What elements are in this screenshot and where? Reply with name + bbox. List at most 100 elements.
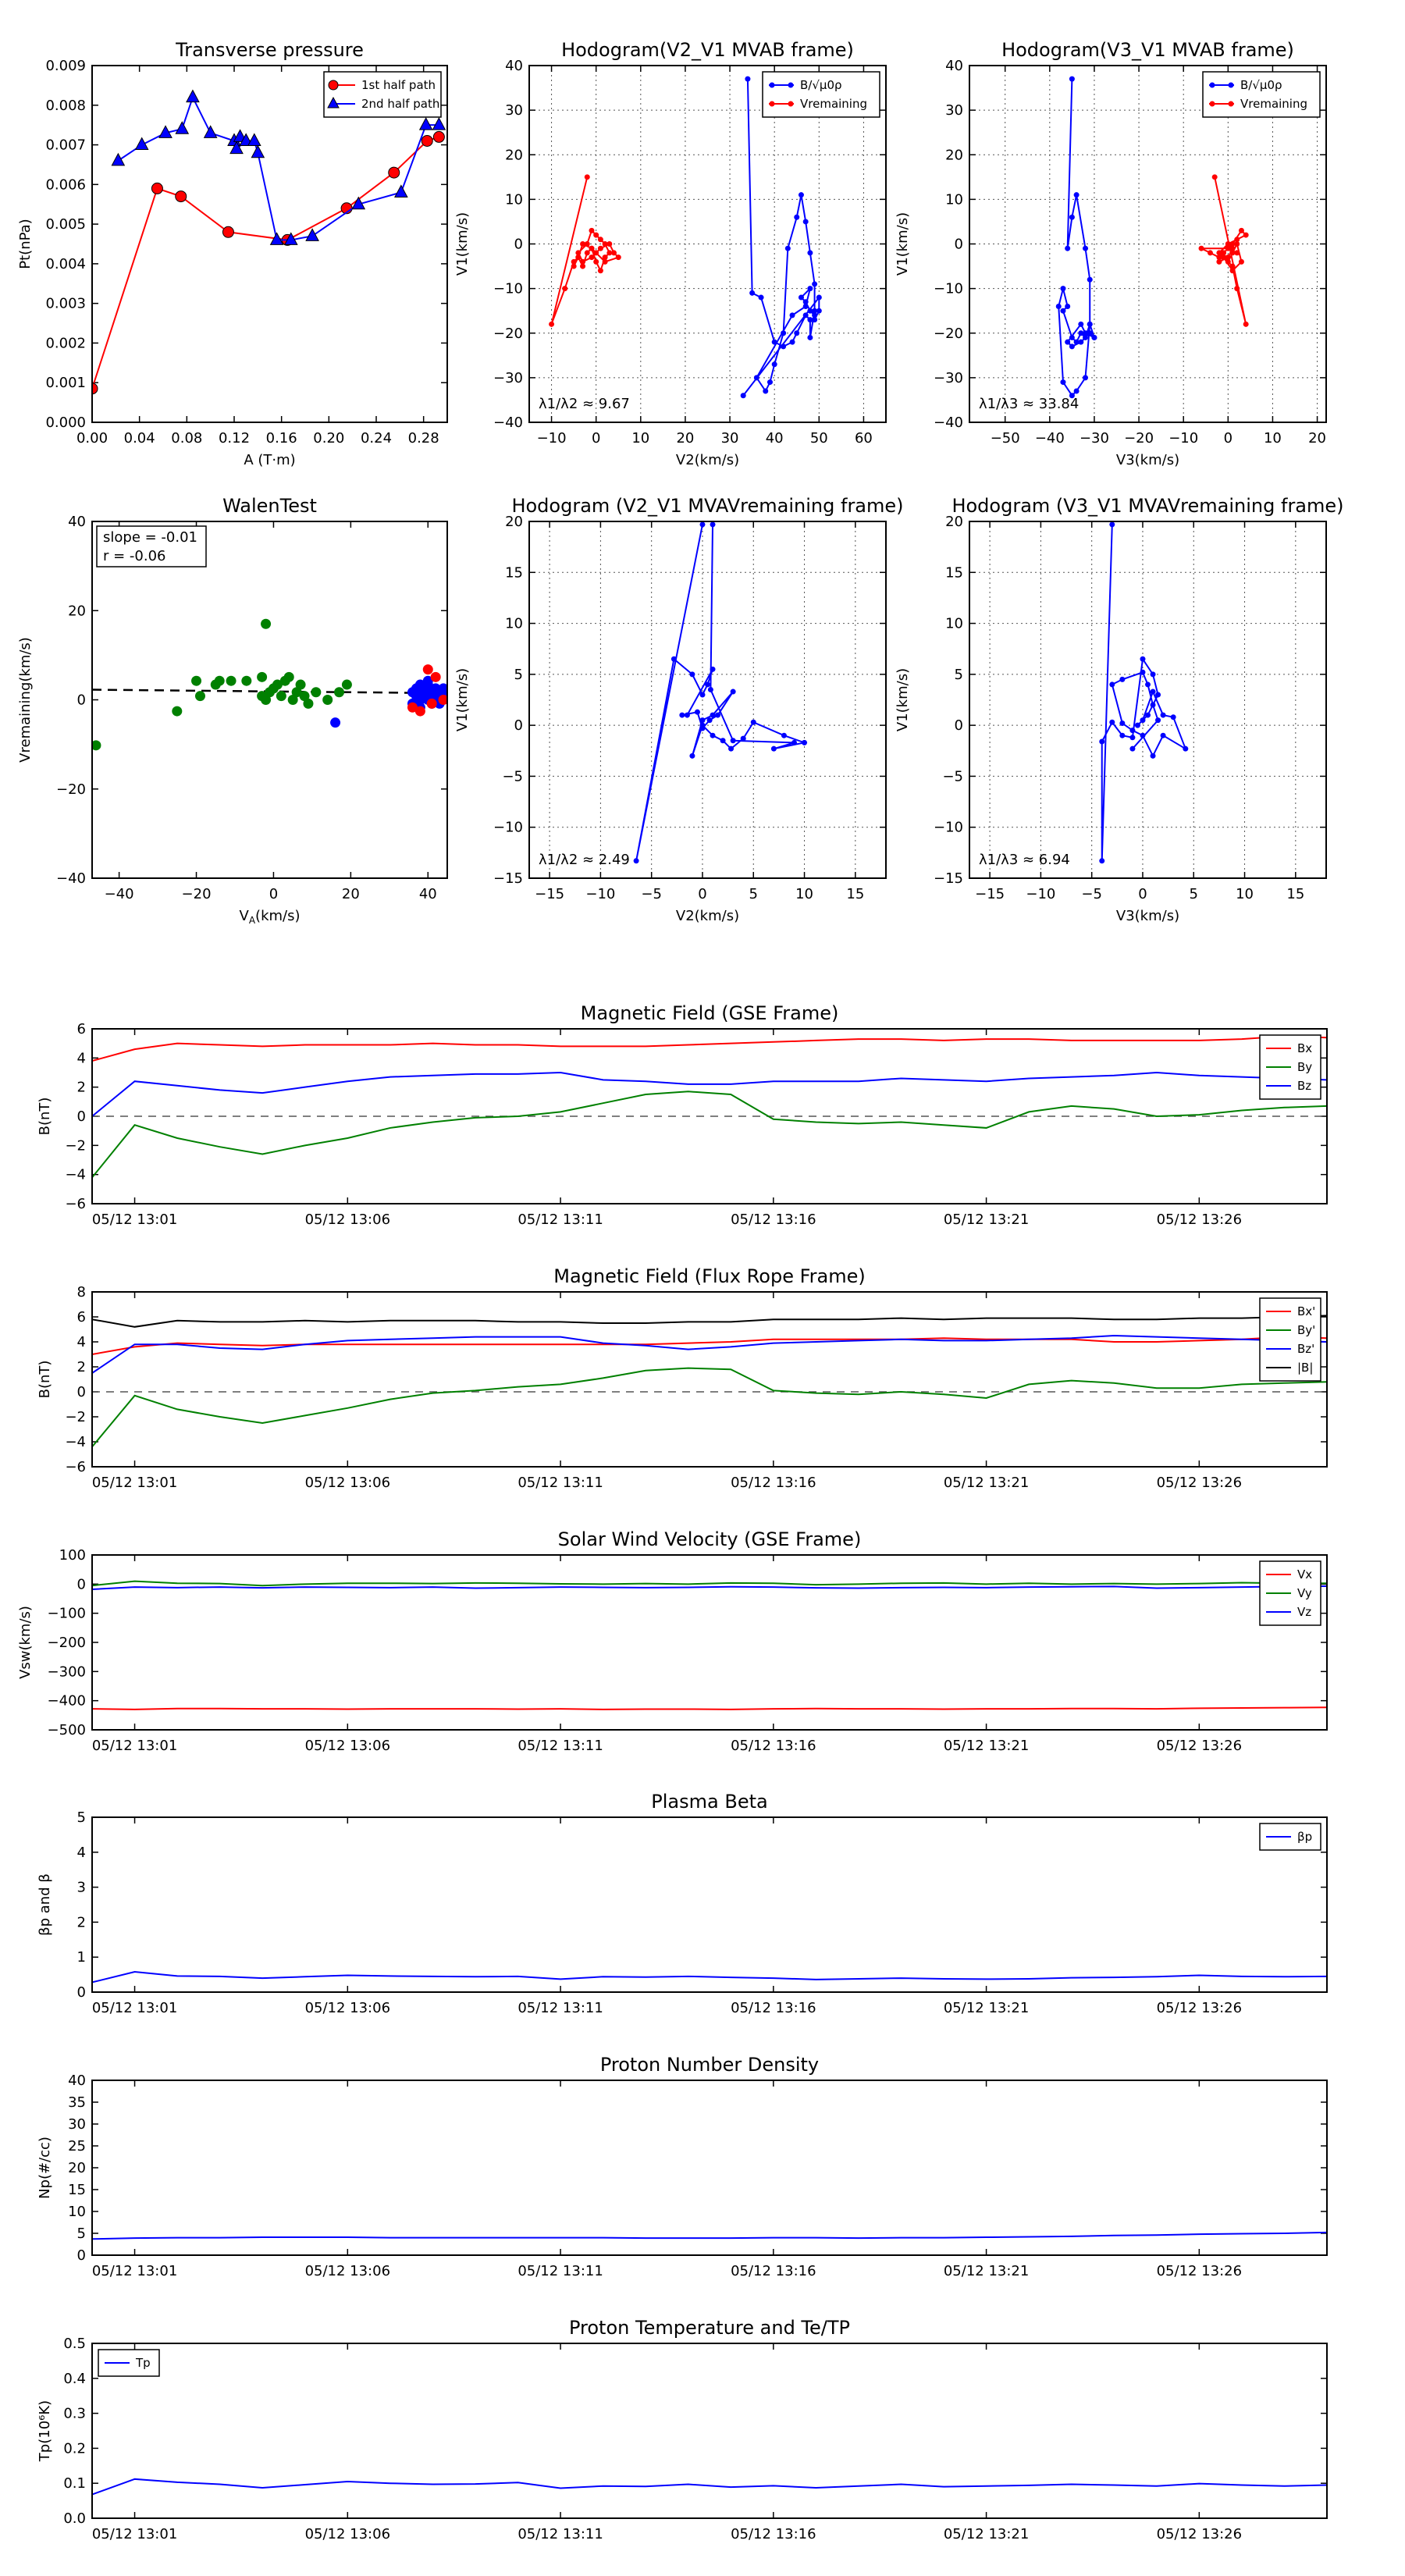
- x-tick-label: 05/12 13:11: [518, 1475, 603, 1491]
- plot-area: [633, 521, 808, 864]
- ratio-annotation: λ1/λ2 ≈ 9.67: [539, 396, 630, 412]
- x-tick-label: 05/12 13:01: [92, 2263, 177, 2279]
- y-tick-label: 4: [77, 1334, 86, 1350]
- y-axis-label: V1(km/s): [454, 668, 471, 731]
- y-tick-label: 0.001: [45, 375, 86, 391]
- x-tick-label: 10: [795, 886, 813, 902]
- y-tick-label: −40: [493, 415, 523, 431]
- data-point: [272, 679, 283, 690]
- data-point: [1145, 681, 1151, 688]
- y-tick-label: 25: [68, 2138, 86, 2154]
- chart-beta: Plasma Beta 05/12 13:01 05/12 13:06 05/12 1…: [37, 1791, 1328, 2016]
- y-tick-label: −400: [48, 1693, 86, 1710]
- x-tick-label: 0: [269, 886, 278, 902]
- x-tick-label: 05/12 13:11: [518, 1738, 603, 1754]
- y-tick-label: 40: [68, 2073, 86, 2089]
- data-point: [1160, 712, 1166, 718]
- y-tick-label: 0.0: [63, 2510, 86, 2527]
- chart-np: Proton Number Density 05/12 13:01 05/12 13…: [37, 2054, 1328, 2279]
- grid: [92, 1291, 1327, 1468]
- series-By': [92, 1367, 1327, 1448]
- data-point: [1225, 245, 1231, 251]
- axes-frame: [91, 1816, 1328, 1993]
- data-point: [1083, 334, 1089, 340]
- data-point: [1183, 745, 1189, 752]
- data-point: [589, 245, 595, 251]
- y-tick-label: 20: [945, 514, 963, 530]
- data-point: [430, 671, 441, 682]
- data-point: [1083, 330, 1089, 336]
- data-point: [1229, 241, 1236, 247]
- data-point: [1140, 732, 1146, 738]
- data-point: [241, 675, 252, 686]
- data-point: [158, 125, 173, 138]
- data-point: [1225, 254, 1231, 261]
- x-tick-label: 05/12 13:26: [1157, 2000, 1242, 2016]
- data-point: [303, 698, 314, 709]
- x-tick-label: 05/12 13:26: [1157, 2526, 1242, 2542]
- data-point: [305, 228, 319, 241]
- data-point: [597, 245, 603, 251]
- data-point: [422, 664, 433, 675]
- x-tick-label: −15: [975, 886, 1005, 902]
- plot-area: [92, 89, 446, 395]
- x-tick-label: 20: [1308, 430, 1326, 447]
- data-point: [1129, 745, 1136, 752]
- y-tick-label: 0: [77, 692, 86, 709]
- y-axis-label: B(nT): [37, 1098, 53, 1136]
- y-axis-label: V1(km/s): [895, 212, 911, 276]
- data-point: [1229, 263, 1236, 269]
- x-tick-label: 05/12 13:01: [92, 2000, 177, 2016]
- plot-area: [92, 1971, 1327, 1984]
- data-point: [1150, 688, 1156, 695]
- data-point: [1229, 268, 1236, 274]
- y-axis-label: Vremaining(km/s): [17, 637, 34, 763]
- data-point: [715, 712, 721, 718]
- data-point: [418, 687, 429, 698]
- y-tick-label: 1: [77, 1949, 86, 1966]
- y-tick-label: −20: [56, 781, 86, 798]
- data-point: [1145, 712, 1151, 718]
- legend-label: |B|: [1297, 1361, 1313, 1375]
- y-tick-label: 0.006: [45, 176, 86, 193]
- x-tick-label: 05/12 13:16: [731, 1475, 816, 1491]
- x-tick-label: 0: [592, 430, 600, 447]
- data-point: [421, 134, 433, 147]
- legend: βp: [1259, 1823, 1321, 1851]
- x-tick-label: 0: [1138, 886, 1147, 902]
- data-point: [1109, 681, 1115, 688]
- chart-hodo_v2_mvav: Hodogram (V2_V1 MVAVremaining frame)−15−…: [454, 495, 904, 924]
- grid: [529, 65, 886, 423]
- data-point: [784, 245, 791, 251]
- y-tick-label: 10: [945, 191, 963, 208]
- data-point: [763, 388, 769, 394]
- data-point: [758, 294, 764, 301]
- data-point: [549, 321, 555, 327]
- y-tick-label: 0: [77, 1108, 86, 1125]
- x-tick-label: 05/12 13:21: [944, 2000, 1029, 2016]
- data-point: [175, 190, 187, 203]
- grid: [529, 521, 886, 879]
- y-tick-label: −10: [493, 820, 523, 836]
- plot-area: [92, 2478, 1327, 2496]
- data-point: [299, 691, 310, 702]
- chart-title: Magnetic Field (GSE Frame): [581, 1002, 839, 1024]
- data-point: [1225, 241, 1231, 247]
- ratio-annotation: λ1/λ3 ≈ 33.84: [979, 396, 1079, 412]
- x-tick-label: 05/12 13:26: [1157, 1738, 1242, 1754]
- legend: Tp: [98, 2349, 160, 2377]
- y-tick-label: 4: [77, 1845, 86, 1861]
- data-point: [689, 753, 695, 759]
- x-tick-label: 0: [698, 886, 706, 902]
- legend-marker: [788, 101, 794, 107]
- x-tick-label: 05/12 13:21: [944, 2526, 1029, 2542]
- data-point: [767, 379, 773, 386]
- legend: Bx By Bz: [1259, 1034, 1321, 1100]
- data-point: [798, 192, 804, 198]
- y-tick-label: 40: [945, 58, 963, 74]
- data-point: [1216, 258, 1222, 265]
- y-axis-label: Vsw(km/s): [17, 1606, 34, 1679]
- data-point: [186, 89, 200, 103]
- data-point: [807, 286, 813, 292]
- data-point: [798, 294, 804, 301]
